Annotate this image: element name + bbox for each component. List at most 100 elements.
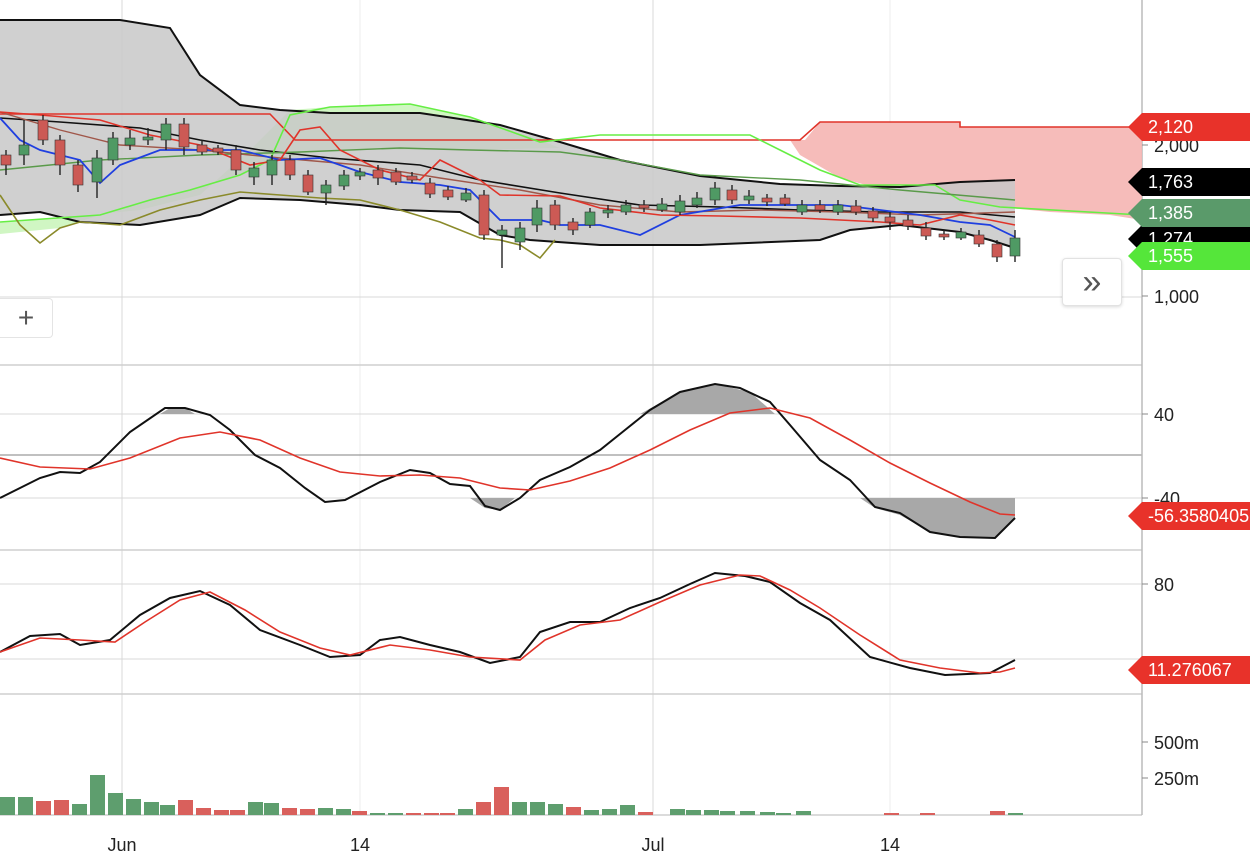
volume-bar — [318, 808, 333, 815]
price-badge: 2,120 — [1128, 113, 1250, 141]
candle — [691, 192, 703, 208]
volume-bar — [670, 809, 685, 815]
candle — [424, 178, 436, 198]
volume-bar — [602, 809, 617, 815]
candle — [72, 160, 84, 192]
candle — [442, 186, 454, 200]
candle — [0, 150, 12, 175]
volume-bar — [36, 801, 51, 815]
candle — [726, 185, 738, 204]
oscillator2-badge: 11.276067 — [1128, 656, 1250, 684]
sma-green — [0, 147, 1016, 201]
volume-bar — [18, 797, 33, 815]
candle — [656, 198, 668, 212]
volume-bar — [566, 807, 581, 815]
candle — [37, 115, 49, 145]
candle — [514, 222, 526, 250]
double-chevron-right-icon: » — [1082, 262, 1102, 301]
volume-bar — [776, 813, 791, 815]
price-pane — [0, 19, 1143, 268]
candle — [1009, 230, 1021, 262]
candle — [354, 168, 366, 180]
candle — [779, 194, 791, 206]
volume-bar — [638, 812, 653, 815]
candle — [212, 145, 224, 155]
volume-bar — [160, 805, 175, 815]
x-tick-label: Jul — [641, 835, 664, 855]
volume-bar — [126, 799, 141, 815]
volume-bar — [530, 802, 545, 815]
volume-bar — [144, 802, 159, 815]
candle — [638, 200, 650, 212]
scroll-to-latest-button[interactable]: » — [1062, 258, 1122, 306]
volume-bar — [1008, 813, 1023, 815]
volume-bar — [512, 802, 527, 815]
volume-bar — [108, 793, 123, 815]
volume-bar — [740, 811, 755, 815]
candle — [196, 140, 208, 155]
senkou-b-line — [0, 113, 1142, 141]
volume-bar — [0, 797, 15, 815]
candle — [584, 208, 596, 228]
candle — [674, 195, 686, 215]
volume-bar — [230, 810, 245, 815]
oscillator2-pane — [0, 571, 1016, 677]
candle — [302, 170, 314, 195]
candle — [124, 130, 136, 150]
volume-bar — [282, 808, 297, 815]
volume-bar — [796, 811, 811, 815]
osc2-tick-label: 80 — [1154, 575, 1174, 595]
candle — [284, 155, 296, 180]
volume-bar — [440, 813, 455, 815]
ichimoku-cloud-bear — [790, 122, 1142, 220]
osc1-tick-label: 40 — [1154, 405, 1174, 425]
oscillator1-badge: -56.3580405 — [1128, 502, 1250, 530]
volume-tick-label: 250m — [1154, 769, 1199, 789]
volume-bar — [424, 813, 439, 815]
candle — [248, 162, 260, 185]
candle — [955, 228, 967, 240]
volume-bar — [686, 810, 701, 815]
x-tick-label: Jun — [107, 835, 136, 855]
candle — [832, 200, 844, 215]
badge-label: 1,763 — [1148, 172, 1193, 192]
badge-label: 1,555 — [1148, 246, 1193, 266]
candle — [814, 200, 826, 213]
volume-bar — [920, 813, 935, 815]
price-badge: 1,763 — [1128, 168, 1250, 196]
add-indicator-button[interactable]: + — [0, 298, 53, 338]
osc2-main-line — [0, 571, 1016, 677]
volume-bar — [388, 813, 403, 815]
candle — [320, 180, 332, 205]
osc1-fill — [160, 408, 195, 414]
volume-bar — [990, 811, 1005, 815]
candle — [160, 118, 172, 150]
candle — [902, 215, 914, 230]
osc1-signal-line — [0, 407, 1016, 516]
tenkan-line — [0, 111, 1016, 226]
candle — [142, 128, 154, 145]
badge-label: 2,120 — [1148, 117, 1193, 137]
candle — [460, 188, 472, 202]
candle — [54, 135, 66, 175]
senkou-a-line — [0, 103, 1143, 223]
volume-bar — [336, 809, 351, 815]
candle — [867, 207, 879, 222]
chikou-line — [0, 191, 556, 260]
volume-bar — [620, 805, 635, 815]
candle — [230, 145, 242, 175]
candle — [406, 172, 418, 183]
candle — [743, 190, 755, 204]
candle — [478, 190, 490, 240]
candle — [496, 225, 508, 268]
badge-label: 11.276067 — [1148, 660, 1232, 680]
volume-bar — [370, 813, 385, 815]
osc1-fill — [860, 498, 1015, 538]
candle — [338, 170, 350, 190]
price-badge: 1,385 — [1128, 199, 1250, 227]
volume-bar — [584, 810, 599, 815]
candle — [796, 200, 808, 215]
candle — [531, 200, 543, 232]
